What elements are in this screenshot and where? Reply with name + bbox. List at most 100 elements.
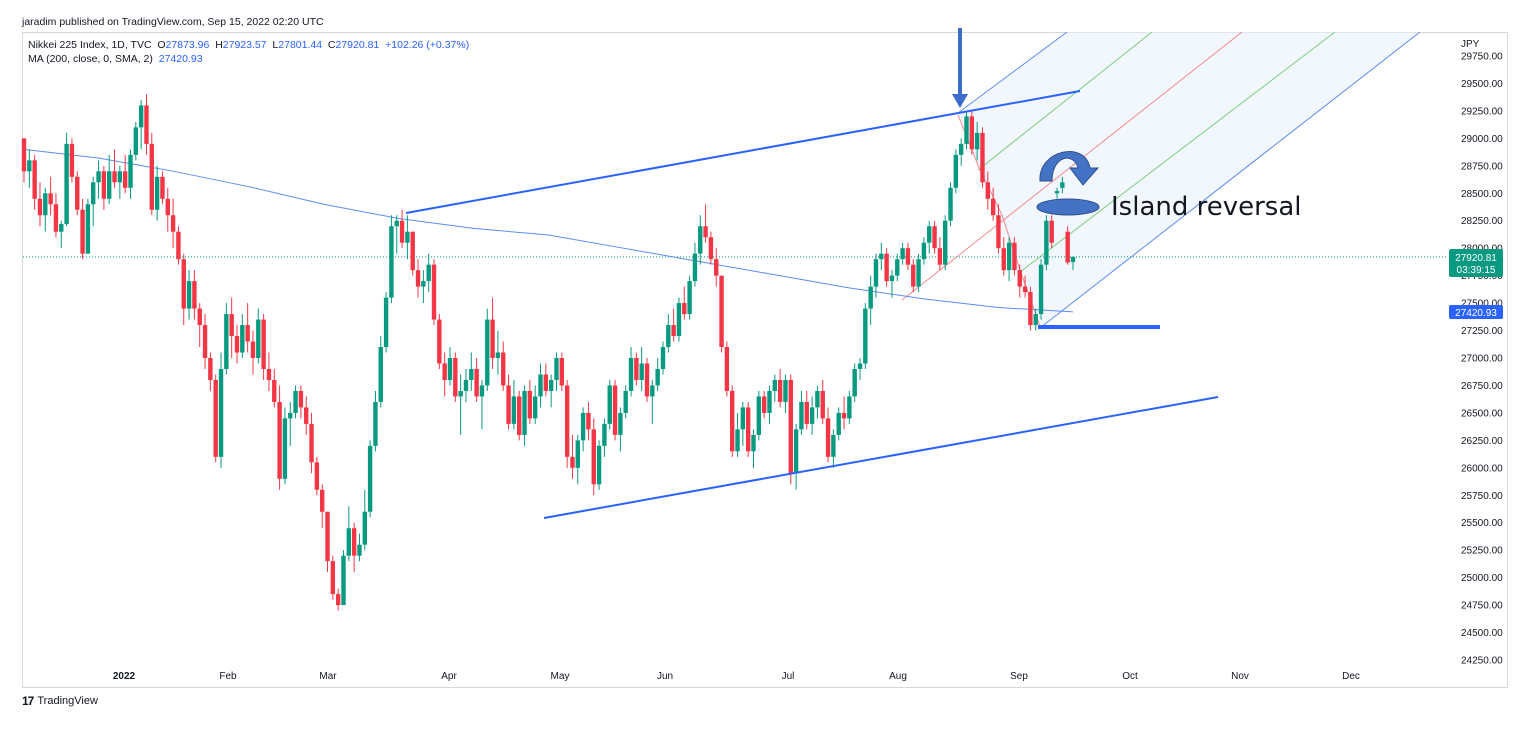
candle [373, 390, 378, 452]
candle [378, 336, 383, 408]
y-tick-label: 25750.00 [1461, 491, 1503, 502]
chart-frame [22, 32, 1508, 688]
candle-body [1022, 286, 1028, 293]
candle [895, 253, 900, 282]
candle-body [122, 171, 128, 188]
candle-body [788, 379, 793, 474]
candle-body [117, 171, 123, 183]
candle [543, 363, 549, 397]
candle [298, 385, 304, 419]
candle [943, 215, 948, 271]
candle-body [937, 248, 943, 265]
tradingview-logo[interactable]: 17 TradingView [22, 694, 98, 708]
candle [969, 110, 975, 155]
candle [863, 303, 868, 369]
candle [932, 220, 937, 254]
candle [261, 314, 266, 380]
candle-body [825, 418, 831, 457]
time-axis: 2022 Feb Mar Apr May Jun Jul Aug Sep Oct Nov Dec [113, 671, 1360, 682]
candle-body [1017, 270, 1022, 287]
candle [756, 390, 762, 441]
candle [144, 94, 149, 155]
candle-body [841, 412, 847, 419]
candle-body [889, 275, 895, 282]
candle-body [357, 544, 362, 556]
candle [1070, 256, 1076, 270]
candle-body [170, 215, 176, 232]
candle-body [266, 368, 272, 380]
candle-body [176, 231, 181, 260]
candle-body [101, 171, 107, 199]
candle-body [346, 528, 352, 556]
candle [703, 204, 708, 243]
x-tick-label: Mar [319, 671, 337, 682]
x-tick-label: May [551, 671, 570, 682]
candle [559, 352, 565, 391]
candle [809, 396, 815, 435]
candle-body [133, 127, 139, 155]
candle [788, 374, 793, 485]
candle-body [304, 407, 309, 424]
pitchfork-channel [901, 31, 1421, 329]
island-reversal-label: Island reversal [1111, 192, 1302, 222]
candle-body [751, 434, 756, 452]
candle-body [921, 242, 927, 260]
symbol-legend: Nikkei 225 Index, 1D, TVC O27873.96 H279… [28, 39, 469, 51]
candle-body [831, 434, 836, 457]
candle-body [202, 325, 208, 358]
candle-body [453, 358, 458, 397]
candle [511, 379, 517, 430]
candle-body [85, 204, 91, 254]
candle [495, 330, 501, 375]
candle [410, 231, 415, 276]
y-tick-label: 29000.00 [1461, 134, 1503, 145]
candle [580, 407, 586, 452]
candle-body [586, 412, 591, 430]
candle-body [511, 396, 517, 424]
ma-value: 27420.93 [158, 53, 203, 65]
candle-body [272, 379, 277, 402]
candle-body [527, 390, 533, 419]
candle-body [138, 105, 144, 128]
candle-body [1012, 242, 1017, 271]
candle [958, 138, 964, 166]
trendlines [405, 90, 1219, 519]
candle [948, 182, 953, 227]
channel-inner-upper [977, 31, 1153, 171]
y-tick-label: 26000.00 [1461, 463, 1503, 474]
candle-body [282, 418, 288, 479]
candle-body [59, 224, 64, 232]
candle-body [815, 390, 820, 408]
candle-body [53, 204, 59, 232]
candle [479, 379, 485, 430]
candle-body [564, 385, 570, 457]
candle-body [852, 368, 857, 397]
candle-body [21, 138, 27, 172]
lower-trendline [543, 396, 1219, 519]
candle-body [426, 264, 431, 282]
candle [548, 374, 554, 408]
candle [602, 418, 607, 457]
candle-body [996, 215, 1001, 249]
x-tick-label: Jul [782, 671, 795, 682]
y-tick-label: 27500.00 [1461, 299, 1503, 310]
price-axis: 24250.00 24500.00 24750.00 25000.00 25250.00… [1461, 52, 1503, 667]
candle [1001, 237, 1006, 276]
candle-body [666, 325, 671, 348]
candle-body [964, 116, 969, 144]
down-arrow-head [952, 94, 968, 108]
candle [879, 242, 884, 271]
candle-body [447, 358, 453, 380]
candle-body [517, 396, 522, 435]
candle-body [1065, 231, 1070, 263]
candle-body [932, 226, 937, 249]
candle-body [469, 368, 474, 380]
candle [415, 259, 421, 298]
candle-body [570, 456, 575, 468]
candle-body [793, 429, 799, 474]
candle-body [554, 358, 559, 380]
candle [676, 297, 682, 342]
candle [53, 193, 59, 238]
candle-body [373, 401, 378, 446]
